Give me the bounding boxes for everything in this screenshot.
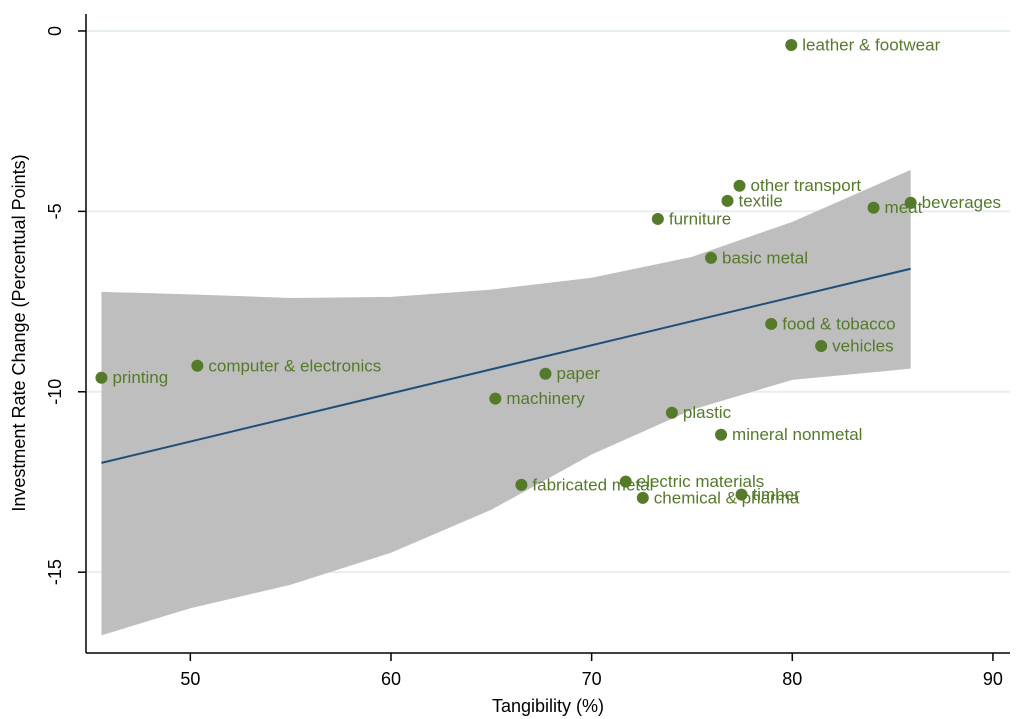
point xyxy=(665,406,678,419)
point xyxy=(867,201,880,214)
point xyxy=(904,196,917,209)
pt-label: furniture xyxy=(669,209,731,228)
pt-label: plastic xyxy=(683,403,732,422)
x-tick-label: 80 xyxy=(782,669,802,689)
y-tick-label: -10 xyxy=(45,379,65,405)
pt-label: paper xyxy=(556,364,600,383)
x-tick-label: 50 xyxy=(180,669,200,689)
point xyxy=(515,478,528,491)
pt-label: meat xyxy=(885,198,923,217)
x-tick-label: 90 xyxy=(983,669,1003,689)
pt-label: printing xyxy=(112,368,168,387)
pt-label: other transport xyxy=(751,176,862,195)
pt-label: leather & footwear xyxy=(802,36,940,55)
point xyxy=(733,179,746,192)
y-tick-label: 0 xyxy=(45,26,65,36)
pt-label: basic metal xyxy=(722,248,808,267)
y-tick-label: -15 xyxy=(45,559,65,585)
pt-label: timber xyxy=(753,485,801,504)
x-tick-label: 60 xyxy=(381,669,401,689)
pt-label: mineral nonmetal xyxy=(732,425,862,444)
point xyxy=(95,371,108,384)
x-axis-title: Tangibility (%) xyxy=(492,696,604,716)
point xyxy=(539,367,552,380)
y-tick-label: -5 xyxy=(45,203,65,219)
point xyxy=(721,194,734,207)
pt-label: computer & electronics xyxy=(208,356,381,375)
x-tick-label: 70 xyxy=(582,669,602,689)
pt-label: vehicles xyxy=(832,336,893,355)
point xyxy=(705,251,718,264)
point xyxy=(619,475,632,488)
pt-label: food & tobacco xyxy=(782,314,895,333)
fit-line xyxy=(101,267,911,464)
point xyxy=(489,392,502,405)
confidence-band xyxy=(101,169,911,636)
point xyxy=(636,491,649,504)
point xyxy=(815,339,828,352)
point xyxy=(651,212,664,225)
pt-label: beverages xyxy=(922,193,1001,212)
point xyxy=(735,488,748,501)
pt-label: textile xyxy=(738,191,782,210)
pt-label: fabricated metal xyxy=(532,475,653,494)
point xyxy=(715,428,728,441)
point xyxy=(785,39,798,52)
pt-label: chemical & pharma xyxy=(654,488,800,507)
pt-label: electric materials xyxy=(637,472,765,491)
point xyxy=(765,317,778,330)
y-axis-title: Investment Rate Change (Percentual Point… xyxy=(9,154,29,511)
pt-label: machinery xyxy=(506,389,585,408)
point xyxy=(191,359,204,372)
